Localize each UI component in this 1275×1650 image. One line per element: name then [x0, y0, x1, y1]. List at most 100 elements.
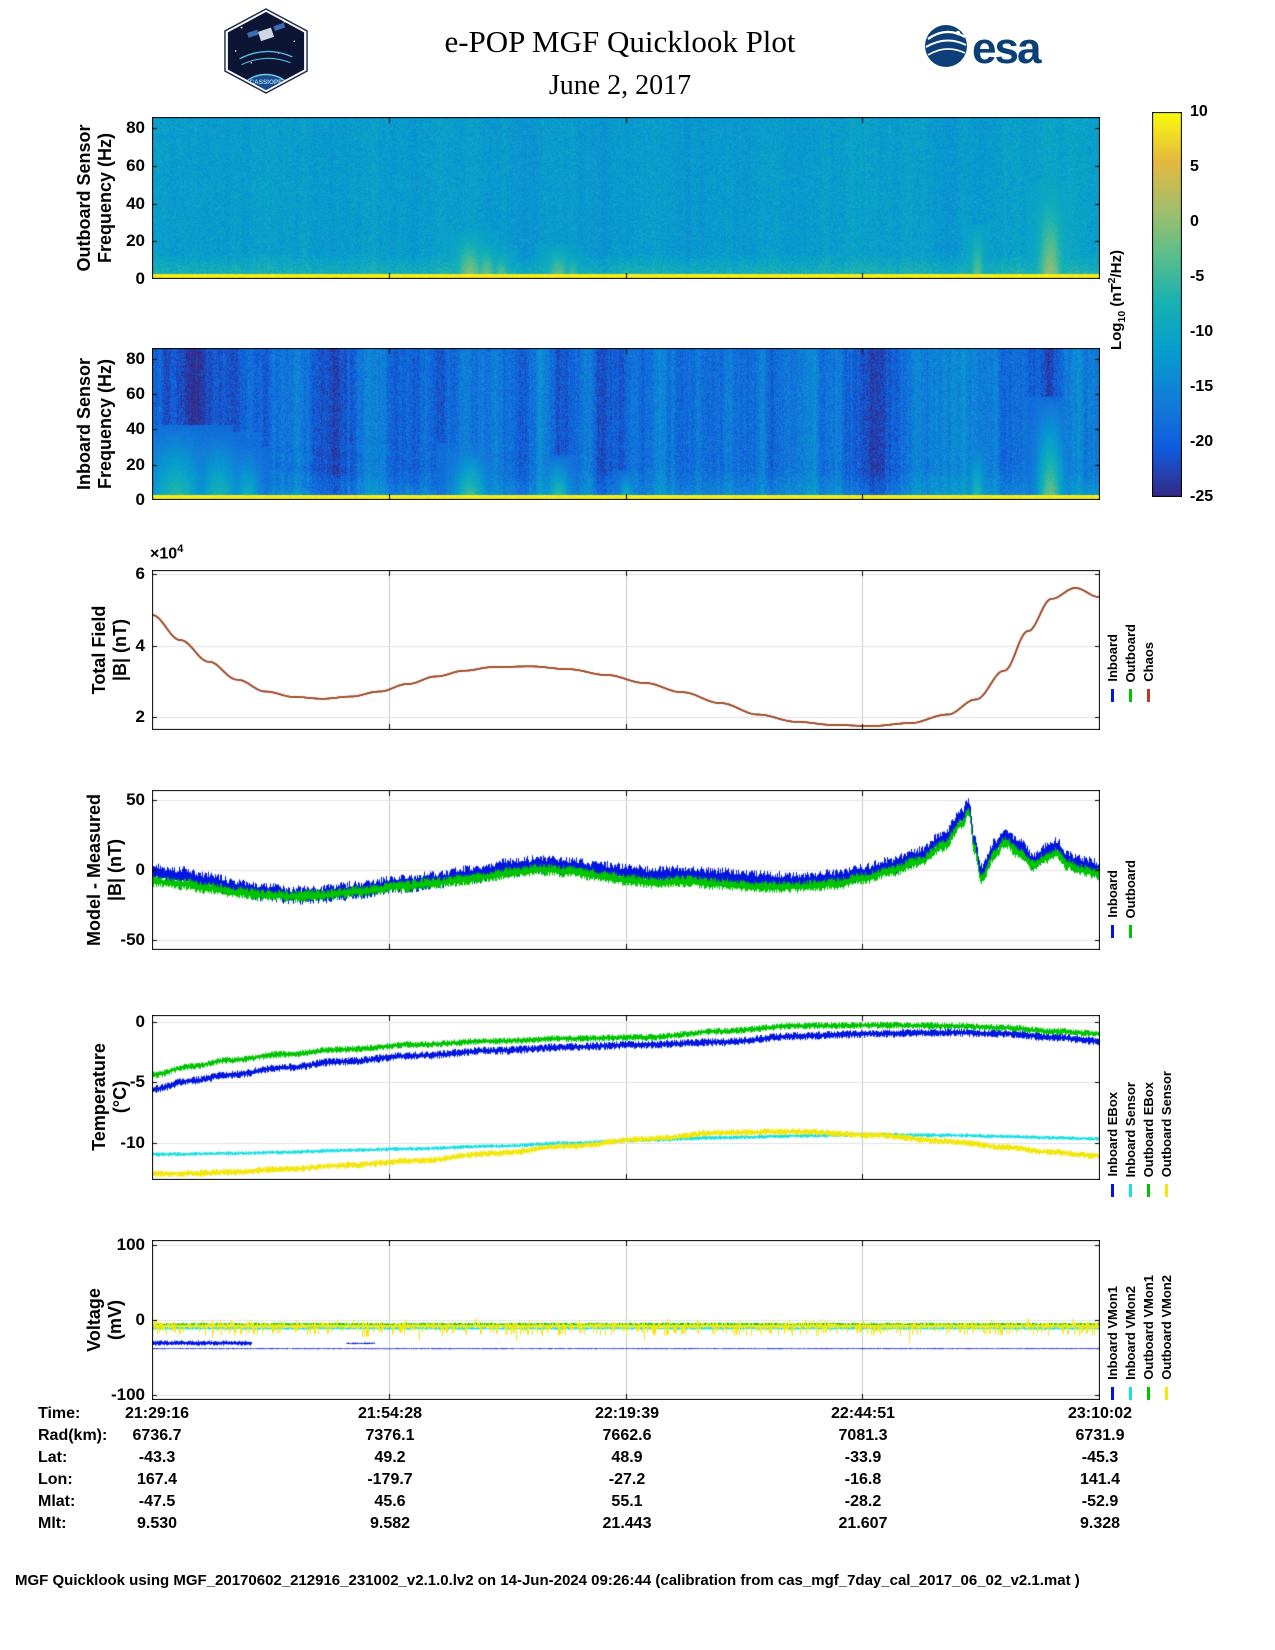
exponent-sup: 4 [177, 543, 184, 555]
tick-label: 80 [126, 348, 145, 368]
legend-item: Outboard [1122, 859, 1139, 938]
colorbar-label-suffix: /Hz) [1108, 249, 1125, 278]
ephemeris-value: 9.328 [1079, 1515, 1121, 1532]
tick-label: 2 [135, 707, 145, 727]
tick-label: 4 [135, 635, 145, 655]
inboard-spectrogram-canvas [152, 348, 1100, 500]
legend-label: Inboard [1104, 870, 1120, 918]
colorbar-label-sub: 10 [1116, 310, 1128, 323]
ephemeris-value: 167.4 [136, 1471, 178, 1488]
tick-label: 0 [135, 1011, 145, 1031]
ephemeris-value: 48.9 [611, 1449, 643, 1466]
legend-item: Chaos [1140, 642, 1157, 702]
legend-line-sample [1129, 1184, 1132, 1197]
esa-logo-text: esa [972, 24, 1042, 73]
ephemeris-value: 7081.3 [838, 1427, 888, 1444]
ylabel-outboard-spectrogram: Outboard Sensor Frequency (Hz) [74, 124, 116, 271]
footer-processing-note: MGF Quicklook using MGF_20170602_212916_… [15, 1572, 1080, 1589]
ylabel-line: Inboard Sensor [74, 357, 94, 491]
ephemeris-row-label: Lon: [38, 1471, 73, 1488]
legend-label: Inboard VMon2 [1122, 1286, 1138, 1380]
ephemeris-row-label: Mlt: [38, 1515, 67, 1532]
tick-label: 10 [1190, 103, 1208, 120]
legend-label: Inboard [1104, 634, 1120, 682]
ephemeris-row-label: Rad(km): [38, 1427, 108, 1444]
ylabel-line: Outboard Sensor [74, 124, 94, 272]
legend-label: Outboard [1122, 859, 1138, 919]
tick-label: -10 [120, 1132, 145, 1152]
legend-item: Outboard VMon1 [1140, 1275, 1157, 1400]
temperature-canvas [152, 1015, 1100, 1180]
ephemeris-value: 21:54:28 [357, 1405, 423, 1422]
legend-line-sample [1165, 1387, 1168, 1400]
tick-label: -5 [129, 1072, 145, 1092]
legend-line-sample [1165, 1184, 1168, 1197]
ephemeris-row-label: Lat: [38, 1449, 68, 1466]
ephemeris-value: 22:44:51 [830, 1405, 896, 1422]
ephemeris-value: 22:19:39 [594, 1405, 660, 1422]
ylabel-line: Temperature [89, 1043, 109, 1151]
panel-inboard-spectrogram [152, 348, 1100, 500]
tick-label: -10 [1190, 323, 1214, 340]
colorbar-label-prefix: Log [1108, 322, 1125, 351]
ephemeris-value: -28.2 [844, 1493, 882, 1510]
ephemeris-value: 49.2 [374, 1449, 406, 1466]
legend-item: Inboard EBox [1104, 1092, 1121, 1197]
tick-label: 100 [116, 1234, 145, 1254]
tick-label: -100 [110, 1385, 145, 1405]
tick-label: 50 [126, 789, 145, 809]
ylabel-line: Voltage [84, 1288, 104, 1352]
tick-label: 40 [126, 193, 145, 213]
cassiope-patch-label: CASSIOPE [250, 79, 283, 86]
ylabel-inboard-spectrogram: Inboard Sensor Frequency (Hz) [74, 358, 116, 490]
ephemeris-value: 45.6 [374, 1493, 406, 1510]
legend-item: Outboard VMon2 [1158, 1275, 1175, 1400]
tick-label: 0 [1190, 213, 1199, 230]
legend-line-sample [1111, 1387, 1114, 1400]
ephemeris-value: 21:29:16 [124, 1405, 190, 1422]
legend-item: Inboard VMon1 [1104, 1286, 1121, 1400]
legend-line-sample [1111, 1184, 1114, 1197]
colorbar-label-mid: (nT [1108, 283, 1125, 311]
ephemeris-value: 9.530 [136, 1515, 178, 1532]
cassiope-patch-icon: CASSIOPE [224, 8, 308, 94]
cassiope-mission-patch: CASSIOPE [222, 8, 310, 94]
tick-label: 80 [126, 118, 145, 138]
ephemeris-value: 141.4 [1079, 1471, 1121, 1488]
ylabel-line: (mV) [105, 1300, 125, 1340]
ephemeris-value: -45.3 [1081, 1449, 1119, 1466]
total-field-legend: Inboard Outboard Chaos [1104, 570, 1157, 702]
ylabel-voltage: Voltage (mV) [84, 1288, 126, 1352]
page-subtitle: June 2, 2017 [548, 70, 692, 101]
ylabel-line: Frequency (Hz) [95, 358, 115, 490]
model-measured-canvas [152, 790, 1100, 950]
legend-line-sample [1129, 925, 1132, 938]
tick-label: 5 [1190, 158, 1199, 175]
ylabel-line: Model - Measured [84, 793, 104, 947]
tick-label: -20 [1190, 433, 1214, 450]
ephemeris-value: -43.3 [138, 1449, 176, 1466]
tick-label: 40 [126, 419, 145, 439]
legend-label: Inboard VMon1 [1104, 1286, 1120, 1380]
ylabel-model-measured: Model - Measured |B| (nT) [84, 794, 126, 946]
total-field-exponent: ×104 [150, 543, 183, 563]
tick-label: 20 [126, 231, 145, 251]
total-field-canvas [152, 570, 1100, 730]
panel-temperature [152, 1015, 1100, 1180]
ephemeris-value: 6736.7 [132, 1427, 182, 1444]
legend-label: Chaos [1140, 642, 1156, 682]
ephemeris-value: 21.607 [838, 1515, 888, 1532]
temperature-legend: Inboard EBox Inboard Sensor Outboard EBox O… [1104, 1015, 1175, 1197]
tick-label: -15 [1190, 378, 1214, 395]
page-title: e-POP MGF Quicklook Plot [444, 24, 796, 59]
tick-label: 60 [126, 383, 145, 403]
model-measured-legend: Inboard Outboard [1104, 790, 1139, 938]
ylabel-line: Frequency (Hz) [95, 132, 115, 264]
voltage-legend: Inboard VMon1 Inboard VMon2 Outboard VMon1… [1104, 1240, 1175, 1400]
exponent-prefix: ×10 [150, 545, 178, 563]
legend-item: Inboard [1104, 870, 1121, 938]
ephemeris-value: 9.582 [369, 1515, 411, 1532]
legend-item: Inboard Sensor [1122, 1082, 1139, 1197]
ephemeris-value: -16.8 [844, 1471, 882, 1488]
